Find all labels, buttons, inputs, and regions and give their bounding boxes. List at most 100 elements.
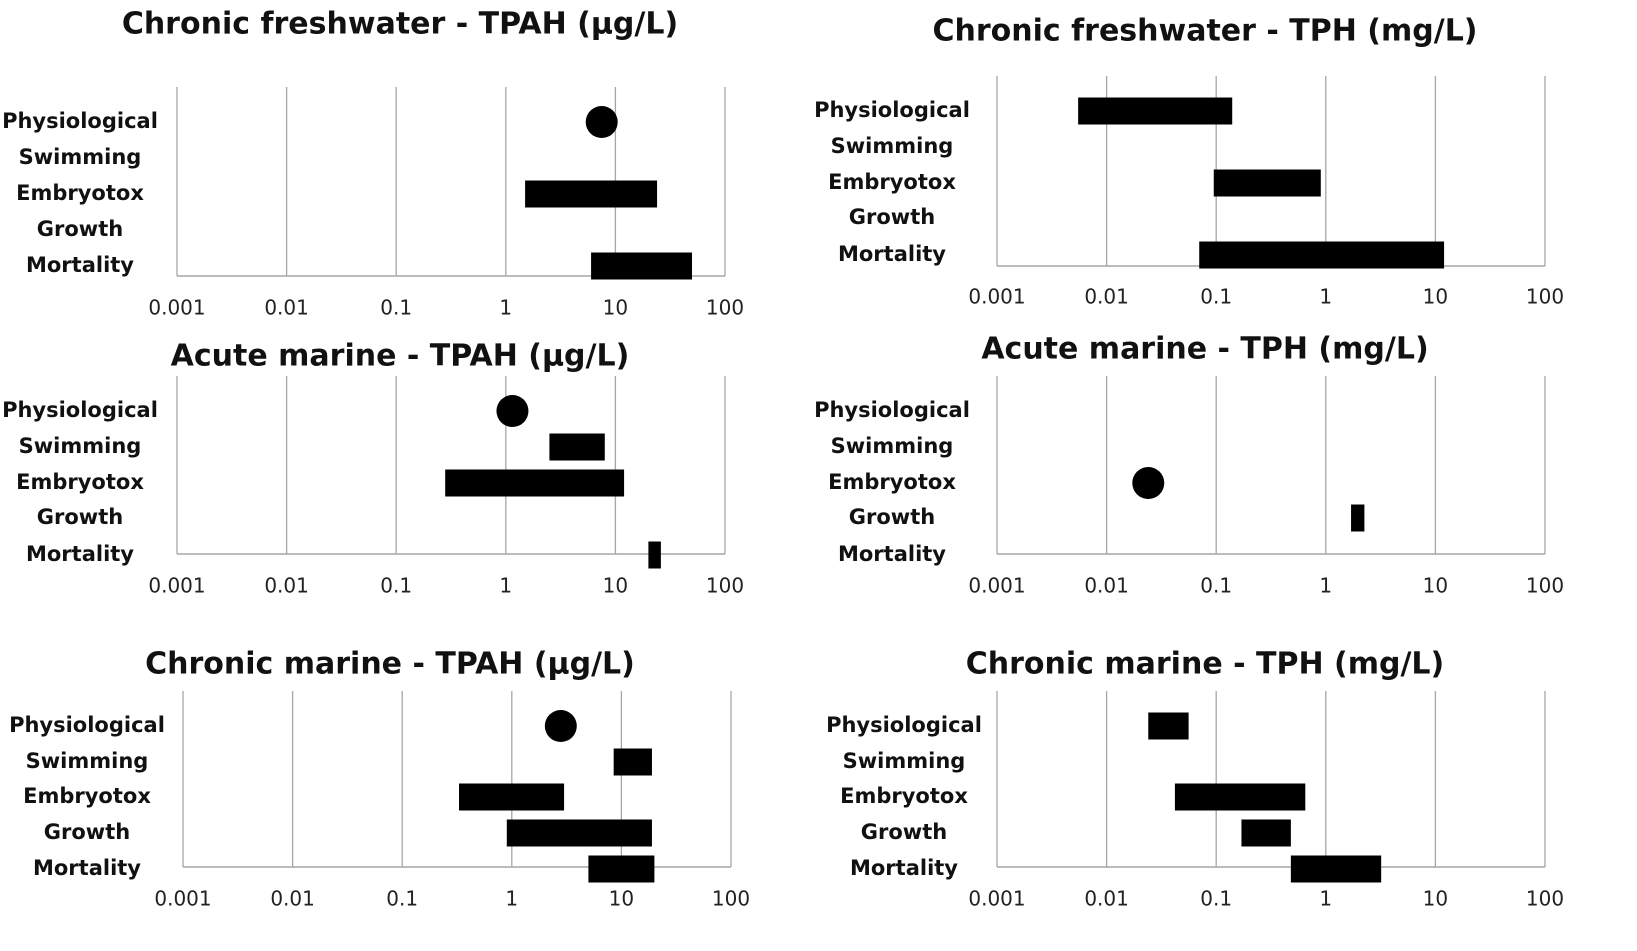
x-tick-label: 10 [609, 887, 634, 911]
category-label: Embryotox [828, 170, 956, 194]
range-bar [1351, 504, 1365, 532]
category-label: Physiological [2, 398, 158, 422]
range-bar [591, 252, 693, 280]
x-tick-label: 0.01 [1084, 285, 1129, 309]
category-label: Growth [849, 505, 935, 529]
category-label: Physiological [814, 398, 970, 422]
category-label: Physiological [2, 109, 158, 133]
x-tick-label: 1 [1319, 285, 1332, 309]
x-tick-label: 0.001 [148, 574, 205, 598]
panel-title: Chronic marine - TPAH (µg/L) [145, 647, 635, 682]
range-bar [1148, 712, 1189, 740]
category-label: Growth [37, 505, 123, 529]
point-marker [496, 395, 529, 427]
panel-title: Chronic freshwater - TPH (mg/L) [932, 14, 1477, 49]
x-tick-label: 10 [1423, 887, 1448, 911]
category-label: Mortality [850, 856, 958, 880]
x-tick-label: 0.1 [1200, 285, 1232, 309]
category-label: Swimming [19, 145, 142, 169]
x-tick-label: 0.1 [380, 574, 412, 598]
category-label: Embryotox [840, 784, 968, 808]
x-tick-label: 100 [712, 887, 750, 911]
category-label: Physiological [826, 713, 982, 737]
x-tick-label: 10 [603, 574, 628, 598]
x-tick-label: 10 [1423, 574, 1448, 598]
x-tick-label: 100 [1526, 887, 1564, 911]
x-tick-label: 0.1 [386, 887, 418, 911]
x-tick-label: 0.01 [1084, 887, 1129, 911]
category-label: Growth [861, 820, 947, 844]
category-label: Embryotox [23, 784, 151, 808]
range-bar [549, 433, 605, 461]
x-tick-label: 1 [499, 574, 512, 598]
category-label: Embryotox [828, 470, 956, 494]
x-tick-label: 100 [706, 296, 744, 320]
panel-title: Acute marine - TPH (mg/L) [981, 332, 1428, 367]
point-marker [585, 106, 618, 138]
category-label: Mortality [838, 542, 946, 566]
category-label: Mortality [33, 856, 141, 880]
category-label: Swimming [843, 749, 966, 773]
panel-5: Chronic marine - TPAH (µg/L) 0.001 0.01 0.1… [9, 647, 750, 911]
x-tick-label: 0.01 [270, 887, 315, 911]
category-label: Swimming [19, 434, 142, 458]
category-label: Growth [44, 820, 130, 844]
x-tick-label: 0.01 [264, 574, 309, 598]
x-tick-label: 0.001 [968, 285, 1025, 309]
x-tick-label: 100 [706, 574, 744, 598]
category-label: Physiological [9, 713, 165, 737]
panel-1: Chronic freshwater - TPAH (µg/L) 0.001 0.0… [2, 7, 744, 320]
category-label: Growth [37, 217, 123, 241]
x-tick-label: 1 [499, 296, 512, 320]
range-bar [613, 748, 652, 776]
panel-4: Acute marine - TPH (mg/L) 0.001 0.01 0.1 1 10… [814, 332, 1564, 598]
range-bar [1199, 241, 1445, 269]
range-bar [1241, 819, 1291, 847]
point-marker [1132, 467, 1165, 499]
x-tick-label: 0.001 [154, 887, 211, 911]
range-bar [648, 541, 661, 569]
category-label: Swimming [26, 749, 149, 773]
x-tick-label: 100 [1526, 285, 1564, 309]
x-tick-label: 0.1 [1200, 887, 1232, 911]
panel-title: Chronic freshwater - TPAH (µg/L) [122, 7, 678, 42]
panel-title: Chronic marine - TPH (mg/L) [966, 647, 1445, 682]
category-label: Mortality [26, 253, 134, 277]
range-bar [1290, 855, 1382, 883]
range-bar [1078, 97, 1233, 125]
panel-2: Chronic freshwater - TPH (mg/L) 0.001 0.01… [814, 14, 1564, 309]
x-tick-label: 10 [1423, 285, 1448, 309]
category-label: Mortality [838, 242, 946, 266]
x-tick-label: 0.1 [1200, 574, 1232, 598]
range-bar [1174, 783, 1306, 811]
category-label: Embryotox [16, 470, 144, 494]
range-bar [525, 180, 658, 208]
category-label: Mortality [26, 542, 134, 566]
range-bar [588, 855, 655, 883]
range-bar [459, 783, 565, 811]
x-tick-label: 100 [1526, 574, 1564, 598]
panel-3: Acute marine - TPAH (µg/L) 0.001 0.01 0.1 1 1… [2, 339, 744, 598]
x-tick-label: 0.1 [380, 296, 412, 320]
category-label: Swimming [831, 434, 954, 458]
range-bar [445, 469, 625, 497]
x-tick-label: 1 [1319, 887, 1332, 911]
x-tick-label: 1 [1319, 574, 1332, 598]
range-bar [1213, 169, 1321, 197]
category-label: Growth [849, 205, 935, 229]
category-label: Swimming [831, 134, 954, 158]
x-tick-label: 10 [603, 296, 628, 320]
point-marker [544, 710, 577, 742]
range-bar [506, 819, 652, 847]
x-tick-label: 0.01 [264, 296, 309, 320]
category-label: Physiological [814, 98, 970, 122]
x-tick-label: 1 [505, 887, 518, 911]
panel-6: Chronic marine - TPH (mg/L) 0.001 0.01 0.1 1… [826, 647, 1564, 911]
category-label: Embryotox [16, 181, 144, 205]
x-tick-label: 0.01 [1084, 574, 1129, 598]
x-tick-label: 0.001 [968, 887, 1025, 911]
x-tick-label: 0.001 [968, 574, 1025, 598]
x-tick-label: 0.001 [148, 296, 205, 320]
panel-title: Acute marine - TPAH (µg/L) [171, 339, 630, 374]
